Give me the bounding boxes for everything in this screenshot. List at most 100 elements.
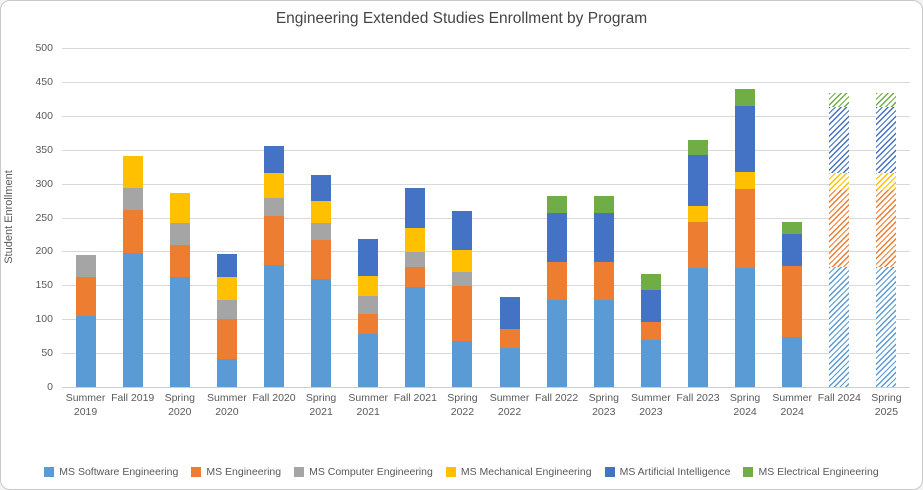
bar-segment[interactable] (122, 210, 143, 254)
bar-summer-2023[interactable] (640, 274, 661, 387)
bar-segment[interactable] (687, 206, 708, 223)
bar-segment[interactable] (735, 88, 756, 107)
bar-spring-2023[interactable] (593, 195, 614, 387)
bar-segment[interactable] (405, 267, 426, 288)
bar-segment[interactable] (546, 261, 567, 301)
bar-segment[interactable] (687, 268, 708, 387)
bar-segment[interactable] (405, 228, 426, 253)
bar-segment[interactable] (358, 238, 379, 276)
bar-segment[interactable] (687, 139, 708, 156)
bar-segment[interactable] (75, 276, 96, 316)
bar-segment[interactable] (452, 271, 473, 286)
bar-segment[interactable] (593, 195, 614, 213)
bar-segment[interactable] (593, 212, 614, 262)
bar-spring-2022[interactable] (452, 210, 473, 387)
bar-segment[interactable] (640, 274, 661, 291)
legend-item[interactable]: MS Mechanical Engineering (445, 466, 592, 478)
bar-segment[interactable] (593, 261, 614, 301)
bar-fall-2019[interactable] (122, 155, 143, 387)
bar-segment[interactable] (735, 106, 756, 173)
bar-segment[interactable] (876, 107, 897, 174)
bar-summer-2020[interactable] (216, 254, 237, 387)
bar-segment[interactable] (216, 254, 237, 278)
bar-fall-2022[interactable] (546, 195, 567, 387)
bar-segment[interactable] (122, 155, 143, 188)
legend-item[interactable]: MS Computer Engineering (294, 466, 433, 478)
bar-segment[interactable] (546, 195, 567, 213)
bar-summer-2024[interactable] (782, 222, 803, 387)
bar-segment[interactable] (687, 222, 708, 269)
bar-segment[interactable] (358, 275, 379, 297)
bar-segment[interactable] (687, 155, 708, 206)
bar-segment[interactable] (311, 174, 332, 202)
legend-item[interactable]: MS Engineering (191, 466, 281, 478)
bar-segment[interactable] (263, 216, 284, 265)
bar-segment[interactable] (405, 187, 426, 229)
bar-segment[interactable] (876, 267, 897, 387)
bar-segment[interactable] (311, 278, 332, 387)
bar-segment[interactable] (546, 212, 567, 262)
bar-segment[interactable] (640, 340, 661, 387)
bar-segment[interactable] (169, 277, 190, 387)
bar-spring-2020[interactable] (169, 193, 190, 387)
bar-fall-2024[interactable] (829, 93, 850, 387)
bar-segment[interactable] (452, 250, 473, 272)
bar-segment[interactable] (405, 287, 426, 387)
bar-segment[interactable] (782, 234, 803, 266)
bar-segment[interactable] (75, 254, 96, 277)
bar-segment[interactable] (876, 189, 897, 267)
bar-segment[interactable] (358, 296, 379, 314)
bar-fall-2020[interactable] (263, 145, 284, 387)
bar-segment[interactable] (452, 340, 473, 387)
bar-segment[interactable] (169, 222, 190, 246)
bar-segment[interactable] (169, 245, 190, 278)
bar-segment[interactable] (358, 334, 379, 387)
legend-item[interactable]: MS Artificial Intelligence (604, 466, 730, 478)
bar-fall-2021[interactable] (405, 187, 426, 387)
bar-segment[interactable] (499, 328, 520, 349)
bar-spring-2021[interactable] (311, 174, 332, 387)
bar-spring-2025[interactable] (876, 93, 897, 387)
bar-segment[interactable] (782, 336, 803, 387)
bar-segment[interactable] (216, 319, 237, 359)
bar-segment[interactable] (876, 173, 897, 190)
bar-segment[interactable] (263, 264, 284, 387)
bar-segment[interactable] (452, 286, 473, 341)
bar-segment[interactable] (593, 300, 614, 387)
bar-segment[interactable] (735, 172, 756, 190)
bar-segment[interactable] (263, 145, 284, 174)
bar-segment[interactable] (263, 173, 284, 198)
bar-spring-2024[interactable] (735, 88, 756, 387)
bar-summer-2019[interactable] (75, 254, 96, 387)
legend-item[interactable]: MS Electrical Engineering (743, 466, 879, 478)
bar-segment[interactable] (405, 252, 426, 268)
bar-segment[interactable] (452, 210, 473, 251)
legend-item[interactable]: MS Software Engineering (44, 466, 178, 478)
bar-segment[interactable] (735, 268, 756, 387)
bar-segment[interactable] (499, 296, 520, 329)
bar-segment[interactable] (122, 187, 143, 211)
bar-segment[interactable] (263, 197, 284, 217)
bar-segment[interactable] (782, 222, 803, 235)
bar-segment[interactable] (216, 300, 237, 320)
bar-segment[interactable] (216, 358, 237, 387)
bar-segment[interactable] (499, 348, 520, 387)
bar-segment[interactable] (640, 290, 661, 322)
bar-segment[interactable] (876, 93, 897, 108)
bar-summer-2021[interactable] (358, 238, 379, 387)
bar-segment[interactable] (311, 201, 332, 223)
bar-segment[interactable] (75, 315, 96, 387)
bar-fall-2023[interactable] (687, 139, 708, 387)
bar-segment[interactable] (311, 239, 332, 279)
bar-segment[interactable] (829, 107, 850, 174)
bar-segment[interactable] (829, 267, 850, 387)
bar-segment[interactable] (546, 300, 567, 387)
bar-segment[interactable] (169, 193, 190, 223)
bar-segment[interactable] (735, 189, 756, 269)
bar-summer-2022[interactable] (499, 296, 520, 387)
bar-segment[interactable] (829, 93, 850, 108)
bar-segment[interactable] (358, 313, 379, 335)
bar-segment[interactable] (829, 189, 850, 267)
bar-segment[interactable] (216, 277, 237, 301)
bar-segment[interactable] (640, 321, 661, 341)
